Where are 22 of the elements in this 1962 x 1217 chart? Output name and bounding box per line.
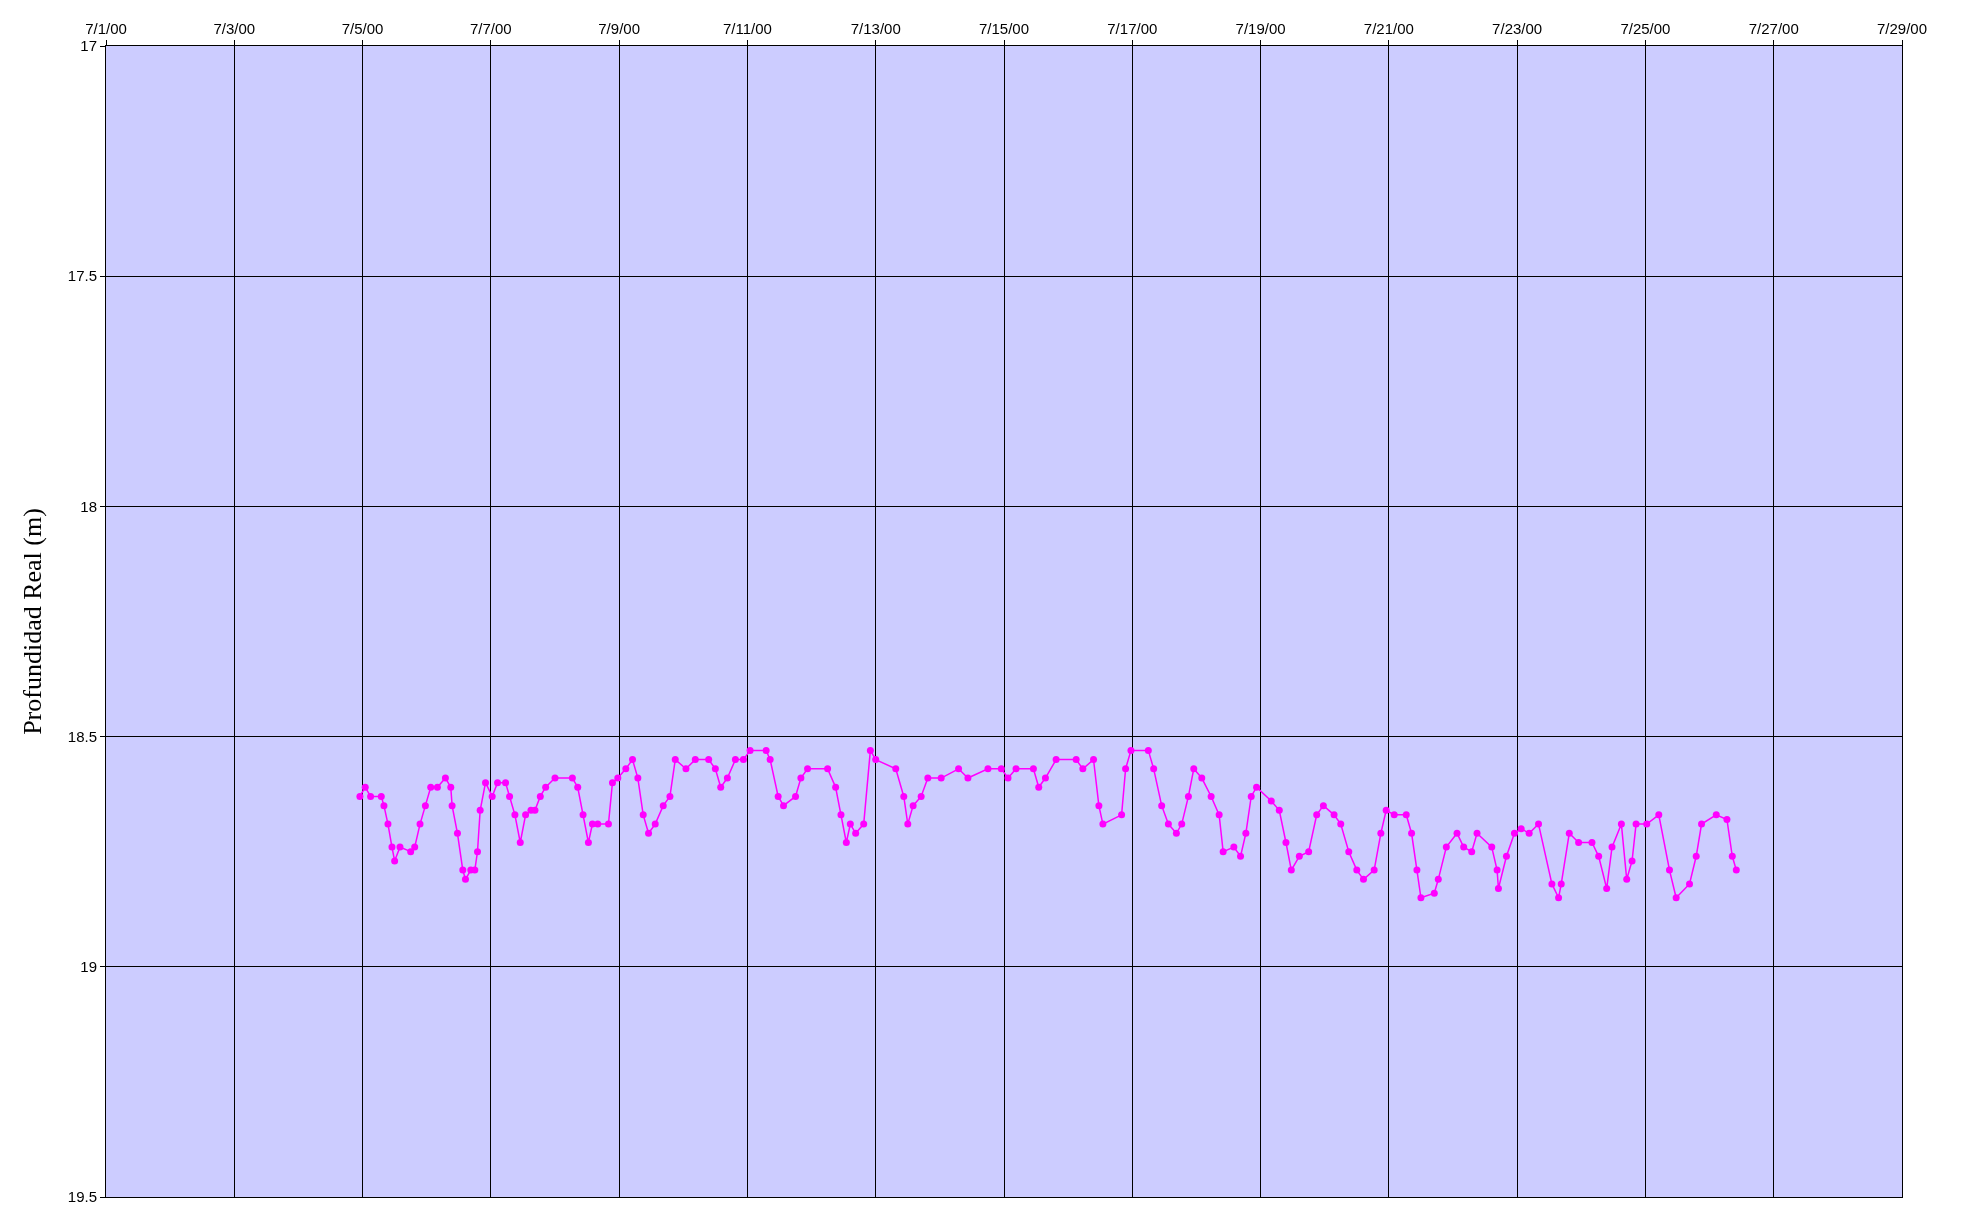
y-tick-label: 18.5 [67, 727, 97, 745]
x-tick-label: 7/9/00 [598, 20, 640, 37]
y-tick-label: 17 [80, 37, 97, 55]
y-tick-label: 17.5 [67, 267, 97, 285]
x-tick-label: 7/3/00 [213, 20, 256, 37]
x-tick-label: 7/29/00 [1876, 20, 1928, 37]
x-tick-label: 7/15/00 [978, 20, 1030, 37]
y-tick-label: 18 [80, 497, 97, 515]
y-axis-title: Profundidad Real (m) [18, 508, 48, 735]
x-tick-label: 7/23/00 [1492, 20, 1543, 37]
x-tick-label: 7/1/00 [85, 20, 127, 37]
y-tick-label: 19 [80, 958, 97, 976]
x-tick-label: 7/25/00 [1620, 20, 1671, 37]
x-tick-label: 7/7/00 [470, 20, 512, 37]
y-tick-label: 19.5 [67, 1188, 97, 1206]
x-tick-label: 7/5/00 [341, 20, 384, 37]
x-tick-label: 7/21/00 [1363, 20, 1414, 37]
x-tick-label: 7/13/00 [850, 20, 901, 37]
x-tick-label: 7/11/00 [722, 20, 772, 37]
x-tick-label: 7/17/00 [1107, 20, 1158, 37]
x-tick-label: 7/19/00 [1235, 20, 1286, 37]
x-tick-label: 7/27/00 [1748, 20, 1799, 37]
